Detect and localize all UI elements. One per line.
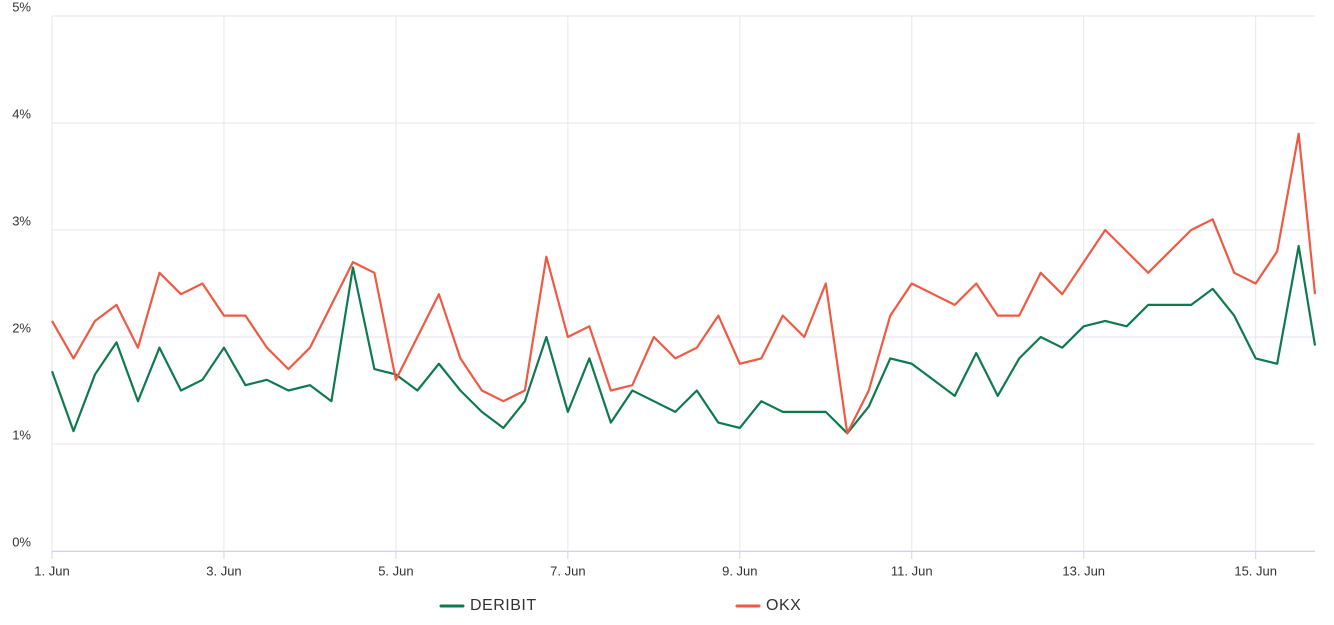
- y-tick-label: 1%: [12, 427, 31, 442]
- x-tick-label: 5. Jun: [378, 563, 413, 578]
- x-tick-label: 1. Jun: [34, 563, 69, 578]
- legend-item[interactable]: OKX: [735, 597, 801, 614]
- series-line: [50, 244, 1317, 435]
- y-tick-label: 2%: [12, 320, 31, 335]
- y-tick-label: 0%: [12, 534, 31, 549]
- x-tick-label: 15. Jun: [1234, 563, 1277, 578]
- y-tick-label: 5%: [12, 0, 31, 14]
- legend-label: DERIBIT: [470, 597, 537, 614]
- y-tick-label: 4%: [12, 106, 31, 121]
- x-tick-label: 13. Jun: [1062, 563, 1105, 578]
- x-tick-label: 3. Jun: [206, 563, 241, 578]
- legend-item[interactable]: DERIBIT: [439, 597, 537, 614]
- x-tick-label: 7. Jun: [550, 563, 585, 578]
- x-tick-label: 11. Jun: [891, 563, 933, 578]
- y-tick-label: 3%: [12, 213, 31, 228]
- legend-label: OKX: [766, 597, 801, 614]
- x-tick-label: 9. Jun: [722, 563, 757, 578]
- series-line: [51, 132, 1317, 435]
